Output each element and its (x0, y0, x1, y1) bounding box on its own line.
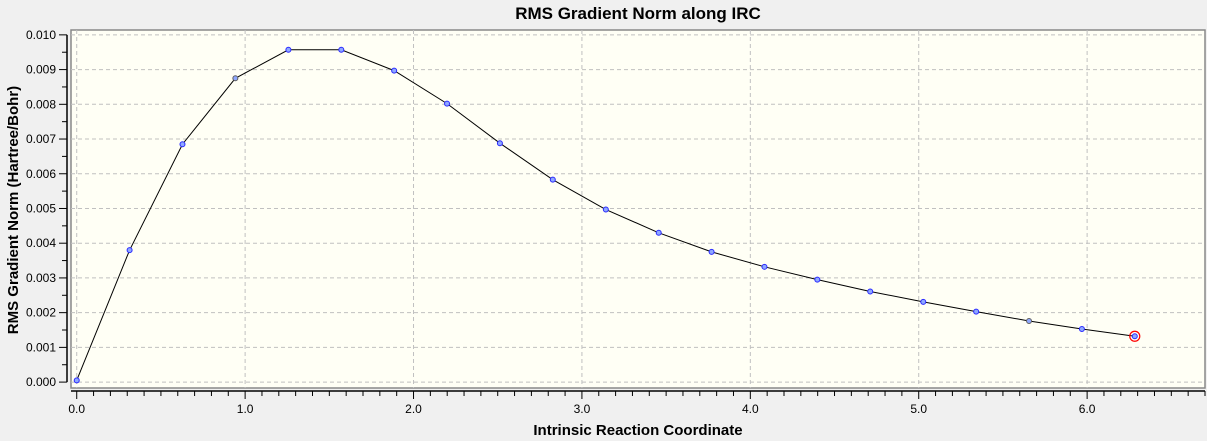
x-axis-label: Intrinsic Reaction Coordinate (533, 422, 742, 439)
y-tick-label: 0.001 (26, 340, 56, 354)
data-point (1078, 325, 1085, 332)
y-axis-label: RMS Gradient Norm (Hartree/Bohr) (5, 86, 22, 334)
y-tick-label: 0.007 (26, 132, 56, 146)
y-tick-label: 0.010 (26, 28, 56, 42)
highlight-marker (1129, 330, 1141, 342)
data-point (1131, 333, 1138, 340)
data-point (338, 46, 345, 53)
data-point (232, 75, 239, 82)
data-point (1026, 317, 1033, 324)
data-point (179, 141, 186, 148)
y-tick-label: 0.004 (26, 236, 56, 250)
y-tick-label: 0.000 (26, 375, 56, 389)
data-point (496, 140, 503, 147)
y-tick-label: 0.002 (26, 306, 56, 320)
y-tick-label: 0.006 (26, 167, 56, 181)
data-point (126, 247, 133, 254)
data-point (814, 276, 821, 283)
x-tick-label: 5.0 (910, 402, 927, 416)
x-tick-label: 3.0 (574, 402, 591, 416)
plot-area (70, 29, 1206, 389)
chart-title: RMS Gradient Norm along IRC (515, 4, 761, 23)
y-tick-label: 0.008 (26, 97, 56, 111)
y-tick-label: 0.005 (26, 201, 56, 215)
x-tick-label: 6.0 (1079, 402, 1096, 416)
x-tick-label: 1.0 (237, 402, 254, 416)
data-point (920, 298, 927, 305)
x-tick-label: 0.0 (68, 402, 85, 416)
data-point (73, 377, 80, 384)
data-point (444, 100, 451, 107)
data-point (761, 263, 768, 270)
x-tick-label: 2.0 (405, 402, 422, 416)
data-point (602, 206, 609, 213)
data-point (655, 229, 662, 236)
x-tick-label: 4.0 (742, 402, 759, 416)
data-point (973, 308, 980, 315)
y-tick-label: 0.009 (26, 63, 56, 77)
y-tick-label: 0.003 (26, 271, 56, 285)
data-point (708, 248, 715, 255)
data-point (285, 46, 292, 53)
data-point (867, 288, 874, 295)
data-point (391, 67, 398, 74)
data-point (549, 176, 556, 183)
